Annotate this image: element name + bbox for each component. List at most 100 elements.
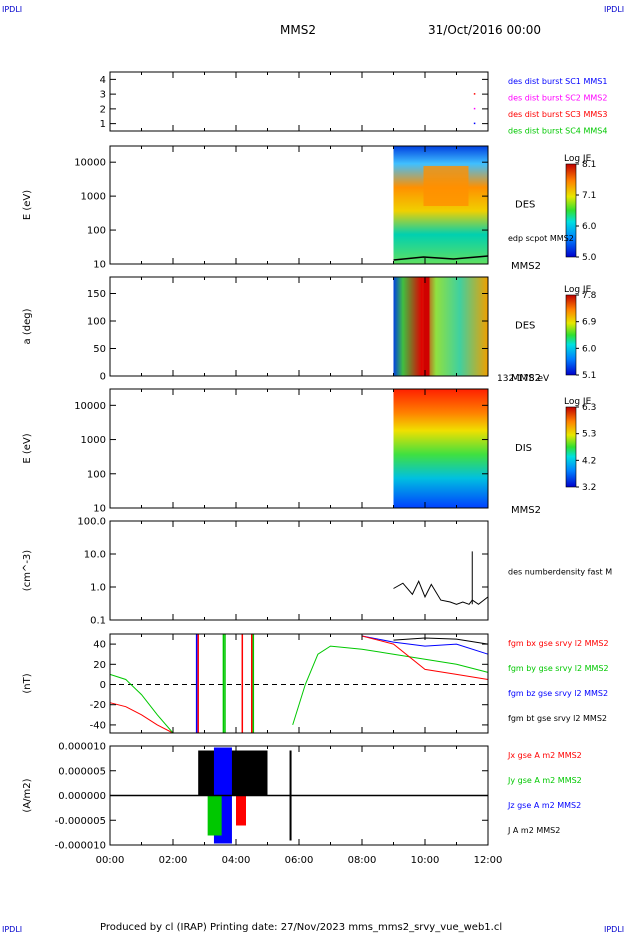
panel5-legend-entry: des numberdensity fast M bbox=[508, 568, 612, 577]
panel1-legend-entry: des dist burst SC1 MMS1 bbox=[508, 77, 607, 86]
panel3-red-stripe bbox=[423, 277, 430, 376]
scpot-line bbox=[393, 255, 489, 261]
panel6-group: 40 20 0 -20 -40 (nT) fgm bx gse srvy l2 MMS2 fg… bbox=[22, 633, 609, 734]
panel6-frame bbox=[109, 633, 489, 734]
panel3-ylabel: a (deg) bbox=[22, 308, 33, 344]
panel5-frame bbox=[109, 520, 489, 621]
panel6-series-line bbox=[109, 673, 174, 734]
footer-text: Produced by cl (IRAP) Printing date: 27/… bbox=[100, 922, 502, 933]
datetime-title: 31/Oct/2016 00:00 bbox=[428, 23, 541, 37]
panel3-colorbar-title: Log JE bbox=[564, 285, 592, 295]
panel1-point bbox=[473, 107, 476, 110]
time-axis-label: 06:00 bbox=[285, 855, 314, 866]
panel4-ytick-label: 100 bbox=[87, 469, 106, 480]
panel3-colorbar-label: 6.0 bbox=[582, 344, 597, 354]
panel2-sublabel: MMS2 bbox=[511, 261, 541, 272]
panel6-series-line bbox=[292, 645, 489, 726]
panel4-colorbar bbox=[565, 406, 577, 488]
panel6-series-line bbox=[361, 635, 489, 655]
corner-label-top-left: IPDLI bbox=[2, 5, 22, 14]
panel3-colorbar bbox=[565, 294, 577, 376]
panel1-ytick-label: 3 bbox=[100, 90, 106, 101]
panel2-colorbar-label: 5.0 bbox=[582, 253, 597, 263]
panel1-frame bbox=[109, 71, 489, 132]
panel5-group: 100.0 10.0 1.0 0.1 (cm^-3) des numberdensity … bbox=[22, 517, 612, 627]
panel3-ytick-label: 0 bbox=[100, 372, 106, 383]
panel4-colorbar-label: 3.2 bbox=[582, 483, 596, 493]
panel6-ylabel: (nT) bbox=[22, 673, 33, 693]
panel4-ytick-label: 10 bbox=[93, 504, 106, 515]
panel6-ytick-label: 40 bbox=[93, 640, 106, 651]
current-burst-j bbox=[198, 750, 268, 796]
panel4-label: DIS bbox=[515, 443, 532, 454]
panel7-legend-entry: J A m2 MMS2 bbox=[507, 826, 560, 835]
panel4-colorbar-label: 5.3 bbox=[582, 430, 596, 440]
panel2-ytick-label: 1000 bbox=[81, 192, 106, 203]
panel6-series-line bbox=[109, 702, 174, 734]
panel1-legend-entry: des dist burst SC2 MMS2 bbox=[508, 94, 607, 103]
panel6-series-line bbox=[393, 637, 489, 645]
panel2-colorbar-label: 6.0 bbox=[582, 222, 597, 232]
current-burst-jx bbox=[236, 795, 246, 826]
panel6-series-line bbox=[361, 635, 489, 680]
corner-label-bottom-left: IPDLI bbox=[2, 925, 22, 934]
panel7-legend-entry: Jx gse A m2 MMS2 bbox=[507, 751, 582, 760]
panel2-colorbar-label: 8.1 bbox=[582, 160, 596, 170]
time-axis-label: 10:00 bbox=[411, 855, 440, 866]
time-axis-label: 08:00 bbox=[348, 855, 377, 866]
panel7-ytick-label: -0.000010 bbox=[55, 841, 106, 852]
panel6-legend-entry: fgm bt gse srvy l2 MMS2 bbox=[508, 714, 607, 723]
panel3-sublabel: MMS2 bbox=[511, 373, 541, 384]
panel4-heatmap bbox=[393, 389, 488, 508]
panel7-ytick-label: 0.000010 bbox=[58, 742, 106, 753]
panel4-colorbar-label: 6.3 bbox=[582, 403, 596, 413]
panel6-ytick-label: 20 bbox=[93, 660, 106, 671]
panel4-sublabel: MMS2 bbox=[511, 505, 541, 516]
panel1-group: 4 3 2 1 des dist burst SC1 MMS1 des dist burs… bbox=[100, 71, 607, 136]
panel3-ytick-label: 100 bbox=[87, 317, 106, 328]
panel2-ylabel: E (eV) bbox=[22, 190, 33, 220]
panel6-ytick-label: -20 bbox=[90, 700, 106, 711]
panel4-colorbar-title: Log JE bbox=[564, 397, 592, 407]
panel2-label: DES bbox=[515, 199, 535, 210]
panel1-legend-entry: des dist burst SC4 MMS4 bbox=[508, 127, 607, 136]
corner-label-top-right: IPDLI bbox=[604, 5, 624, 14]
corner-label-bottom-right: IPDLI bbox=[604, 925, 624, 934]
panel3-label: DES bbox=[515, 320, 535, 331]
panel1-point bbox=[473, 122, 476, 125]
panel7-ytick-label: 0.000000 bbox=[58, 791, 106, 802]
panel3-ytick-label: 50 bbox=[93, 344, 106, 355]
panel7-ytick-label: 0.000005 bbox=[58, 766, 106, 777]
panel1-legend-entry: des dist burst SC3 MMS3 bbox=[508, 110, 607, 119]
time-axis-label: 04:00 bbox=[222, 855, 251, 866]
time-axis-label: 00:00 bbox=[96, 855, 125, 866]
panel6-legend-entry: fgm bx gse srvy l2 MMS2 bbox=[508, 639, 609, 648]
panel7-legend-entry: Jy gse A m2 MMS2 bbox=[507, 776, 582, 785]
panel2-overlay-label: edp scpot MMS2 bbox=[508, 234, 574, 243]
panel6-legend-entry: fgm bz gse srvy l2 MMS2 bbox=[508, 689, 608, 698]
panel5-ylabel: (cm^-3) bbox=[22, 550, 33, 591]
panel2-group: Log JE8.1 7.1 6.0 5.0 DES MMS2 edp scpot MMS2 1… bbox=[22, 145, 597, 272]
panel5-ytick-label: 0.1 bbox=[90, 616, 106, 627]
current-burst-jy bbox=[207, 795, 222, 836]
panel2-colorbar bbox=[565, 163, 577, 258]
spacecraft-title: MMS2 bbox=[280, 23, 316, 37]
panel3-energy-range: 132-178 eV bbox=[497, 374, 550, 384]
panel3-ytick-label: 150 bbox=[87, 289, 106, 300]
panel4-ytick-label: 10000 bbox=[74, 401, 106, 412]
panel4-ytick-label: 1000 bbox=[81, 435, 106, 446]
panel4-ylabel: E (eV) bbox=[22, 433, 33, 463]
panel2-ytick-label: 100 bbox=[87, 226, 106, 237]
panel2-ytick-label: 10000 bbox=[74, 158, 106, 169]
panel3-colorbar-label: 5.1 bbox=[582, 371, 596, 381]
panel1-ytick-label: 4 bbox=[100, 75, 106, 86]
panel7-ytick-label: -0.000005 bbox=[55, 816, 106, 827]
panel5-series-line bbox=[393, 579, 489, 605]
panel2-colorbar-label: 7.1 bbox=[582, 191, 596, 201]
panel7-ylabel: (A/m2) bbox=[22, 778, 33, 812]
panel2-hot-region bbox=[423, 166, 469, 206]
panel4-colorbar-label: 4.2 bbox=[582, 456, 596, 466]
panel5-ytick-label: 1.0 bbox=[90, 583, 106, 594]
panel6-ytick-label: 0 bbox=[100, 680, 106, 691]
